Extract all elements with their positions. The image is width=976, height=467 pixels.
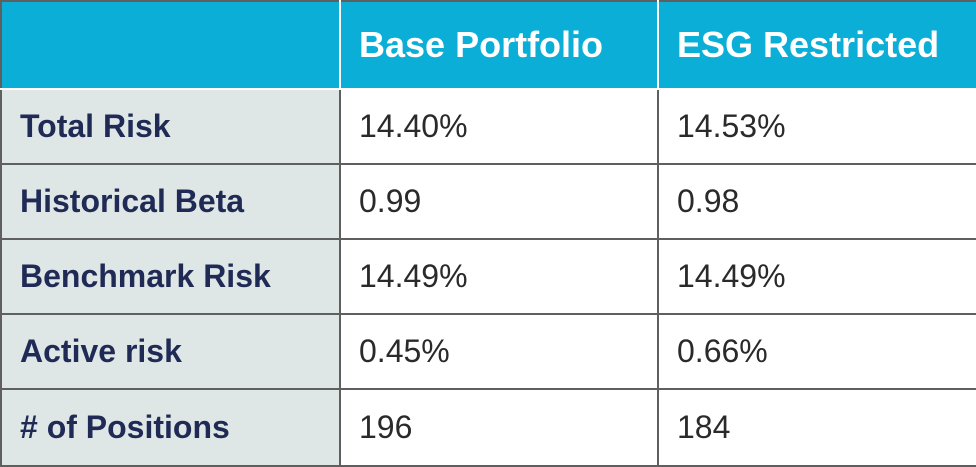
row-label-historical-beta: Historical Beta — [0, 163, 341, 240]
cell-benchmark-risk-base: 14.49% — [339, 238, 659, 315]
row-label-active-risk: Active risk — [0, 313, 341, 390]
row-label-benchmark-risk: Benchmark Risk — [0, 238, 341, 315]
header-corner-cell — [0, 0, 341, 90]
cell-positions-base: 196 — [339, 388, 659, 467]
column-header-esg-restricted: ESG Restricted — [657, 0, 976, 90]
table-row: # of Positions 196 184 — [0, 388, 976, 467]
header-row: Base Portfolio ESG Restricted — [0, 0, 976, 90]
cell-historical-beta-base: 0.99 — [339, 163, 659, 240]
cell-benchmark-risk-esg: 14.49% — [657, 238, 976, 315]
table-row: Historical Beta 0.99 0.98 — [0, 163, 976, 240]
cell-total-risk-esg: 14.53% — [657, 88, 976, 165]
cell-active-risk-base: 0.45% — [339, 313, 659, 390]
cell-total-risk-base: 14.40% — [339, 88, 659, 165]
column-header-base-portfolio: Base Portfolio — [339, 0, 659, 90]
table-row: Benchmark Risk 14.49% 14.49% — [0, 238, 976, 315]
table-row: Active risk 0.45% 0.66% — [0, 313, 976, 390]
table-body: Total Risk 14.40% 14.53% Historical Beta… — [0, 88, 976, 467]
row-label-positions: # of Positions — [0, 388, 341, 467]
table-row: Total Risk 14.40% 14.53% — [0, 88, 976, 165]
table-header: Base Portfolio ESG Restricted — [0, 0, 976, 90]
cell-positions-esg: 184 — [657, 388, 976, 467]
row-label-total-risk: Total Risk — [0, 88, 341, 165]
cell-active-risk-esg: 0.66% — [657, 313, 976, 390]
cell-historical-beta-esg: 0.98 — [657, 163, 976, 240]
